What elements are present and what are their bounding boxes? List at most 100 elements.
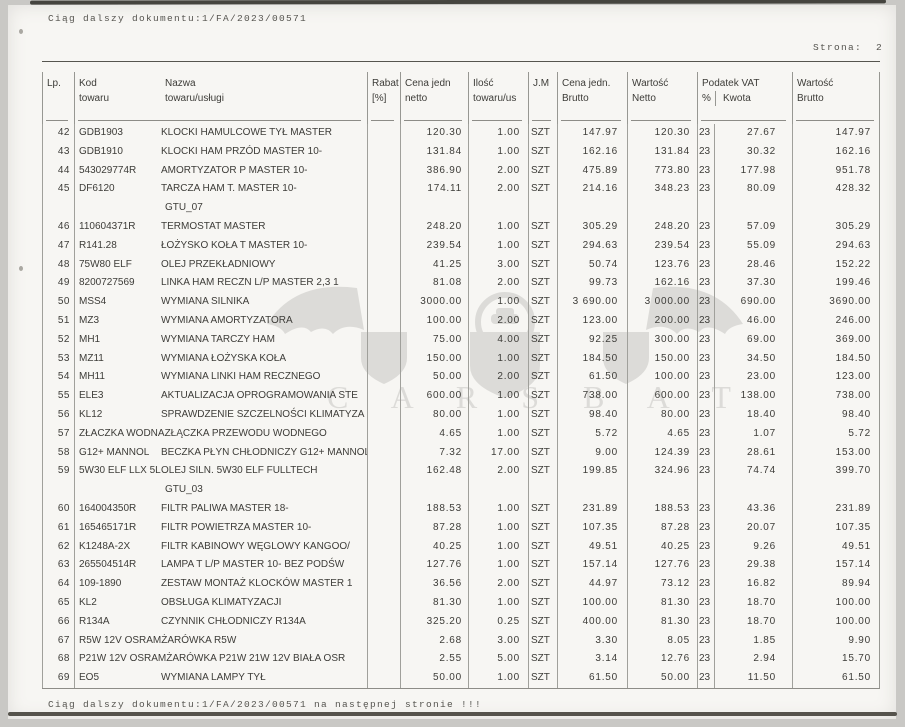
item-code: 75W80 ELF <box>79 258 132 270</box>
cell-vat-kwota: 1.07 <box>714 424 792 444</box>
cell-wartosc-netto: 200.00 <box>627 311 697 331</box>
cell-cena-jedn-brutto: 5.72 <box>557 424 627 444</box>
item-code: ELE3 <box>79 390 104 402</box>
cell-cena-jedn-brutto: 99.73 <box>557 274 627 294</box>
cell-kod-nazwa: MZ11 WYMIANA ŁOŻYSKA KOŁA <box>74 349 367 369</box>
cell-ilosc: 5.00 <box>468 650 528 670</box>
cell-rabat <box>367 311 400 331</box>
item-name: OLEJ PRZEKŁADNIOWY <box>161 258 276 270</box>
cell-kod-nazwa: K1248A-2X FILTR KABINOWY WĘGLOWY KANGOO/ <box>74 537 367 557</box>
cell-wartosc-brutto: 305.29 <box>792 217 880 237</box>
cell-kod-nazwa: R134A CZYNNIK CHŁODNICZY R134A <box>74 612 367 632</box>
item-name: OLEJ SILN. 5W30 ELF FULLTECH <box>161 465 318 477</box>
item-code: 8200727569 <box>79 277 135 289</box>
cell-wartosc-netto: 348.23 <box>627 180 697 218</box>
cell-wartosc-netto: 127.76 <box>627 556 697 576</box>
item-code: R134A <box>79 615 110 627</box>
cell-kod-nazwa: MH1 WYMIANA TARCZY HAM <box>74 330 367 350</box>
cell-lp: 42 <box>42 124 74 143</box>
table-row: 49 8200727569 LINKA HAM RECZN L/P MASTER 2… <box>42 274 880 294</box>
cell-cena-jedn-netto: 50.00 <box>400 368 468 388</box>
cell-ilosc: 2.00 <box>468 368 528 388</box>
cell-wartosc-brutto: 162.16 <box>792 142 880 162</box>
item-name-continuation: GTU_03 <box>165 484 203 496</box>
cell-wartosc-brutto: 199.46 <box>792 274 880 294</box>
cell-rabat <box>367 142 400 162</box>
cell-jm: SZT <box>528 293 557 312</box>
cell-vat-procent: 23 <box>697 462 714 500</box>
scan-artifact <box>19 29 23 34</box>
table-row: 61 165465171R FILTR POWIETRZA MASTER 10- 87… <box>42 518 879 538</box>
cell-cena-jedn-netto: 120.30 <box>400 124 468 143</box>
cell-lp: 65 <box>42 593 74 613</box>
col-header-lp: Lp. <box>42 72 74 124</box>
table-row: 62 K1248A-2X FILTR KABINOWY WĘGLOWY KANGOO… <box>42 537 879 557</box>
cell-kod-nazwa: G12+ MANNOL BECZKA PŁYN CHŁODNICZY G12+ M… <box>74 443 367 463</box>
cell-rabat <box>367 349 400 369</box>
cell-cena-jedn-netto: 188.53 <box>400 499 468 519</box>
cell-vat-procent: 23 <box>697 575 714 594</box>
cell-cena-jedn-brutto: 3.14 <box>557 650 627 670</box>
cell-wartosc-netto: 100.00 <box>627 368 697 388</box>
cell-vat-procent: 23 <box>697 142 714 162</box>
cell-cena-jedn-brutto: 3.30 <box>557 631 627 651</box>
cell-vat-kwota: 11.50 <box>714 669 792 688</box>
cell-vat-kwota: 29.38 <box>714 556 792 576</box>
cell-vat-kwota: 18.40 <box>714 405 792 425</box>
cell-jm: SZT <box>528 349 557 369</box>
header-divider <box>42 61 880 62</box>
cell-ilosc: 1.00 <box>468 593 528 613</box>
cell-wartosc-netto: 50.00 <box>627 669 697 688</box>
cell-vat-procent: 23 <box>697 161 714 181</box>
item-code: R141.28 <box>79 239 117 251</box>
cell-vat-procent: 23 <box>697 368 714 388</box>
cell-vat-kwota: 80.09 <box>714 180 792 218</box>
cell-jm: SZT <box>528 650 557 670</box>
cell-kod-nazwa: 543029774R AMORTYZATOR P MASTER 10- <box>74 161 367 181</box>
table-row: 42 GDB1903 KLOCKI HAMULCOWE TYŁ MASTER 120.… <box>42 124 879 143</box>
scan-artifact <box>19 266 23 271</box>
table-row: 48 75W80 ELF OLEJ PRZEKŁADNIOWY 41.25 3.00 SZ… <box>42 255 879 275</box>
item-name: WYMIANA LINKI HAM RECZNEGO <box>161 371 321 383</box>
cell-kod-nazwa: 110604371R TERMOSTAT MASTER <box>74 217 367 237</box>
item-code: 5W30 ELF LLX 5L <box>79 465 161 477</box>
item-code: 543029774R <box>79 164 137 176</box>
cell-kod-nazwa: R141.28 ŁOŻYSKO KOŁA T MASTER 10- <box>74 236 367 256</box>
cell-rabat <box>367 669 400 688</box>
cell-vat-procent: 23 <box>697 387 714 406</box>
cell-lp: 53 <box>42 349 74 369</box>
cell-cena-jedn-netto: 174.11 <box>400 180 468 218</box>
cell-wartosc-netto: 239.54 <box>627 236 697 256</box>
cell-ilosc: 1.00 <box>468 499 528 519</box>
cell-rabat <box>367 575 400 594</box>
cell-jm: SZT <box>528 387 557 406</box>
cell-vat-kwota: 43.36 <box>714 499 792 519</box>
cell-cena-jedn-brutto: 50.74 <box>557 255 627 275</box>
cell-vat-kwota: 177.98 <box>714 161 792 181</box>
item-name: FILTR KABINOWY WĘGLOWY KANGOO/ <box>161 540 350 552</box>
cell-cena-jedn-netto: 40.25 <box>400 537 468 557</box>
cell-kod-nazwa: 8200727569 LINKA HAM RECZN L/P MASTER 2,3… <box>74 274 367 294</box>
cell-cena-jedn-netto: 150.00 <box>400 349 468 369</box>
cell-wartosc-netto: 4.65 <box>627 424 697 444</box>
col-header-kod-nazwa: Kod towaru Nazwa towaru/usługi <box>74 72 367 124</box>
cell-lp: 47 <box>42 236 74 256</box>
cell-kod-nazwa: 165465171R FILTR POWIETRZA MASTER 10- <box>74 518 367 538</box>
table-row: 64 109-1890 ZESTAW MONTAŻ KLOCKÓW MASTER 1… <box>42 575 879 594</box>
cell-wartosc-netto: 324.96 <box>627 462 697 500</box>
cell-vat-procent: 23 <box>697 349 714 369</box>
cell-vat-kwota: 37.30 <box>714 274 792 294</box>
cell-ilosc: 1.00 <box>468 236 528 256</box>
cell-lp: 46 <box>42 217 74 237</box>
cell-cena-jedn-brutto: 3 690.00 <box>557 293 627 312</box>
item-code: ZŁACZKA WODNA <box>79 427 165 439</box>
item-code: 109-1890 <box>79 578 122 590</box>
cell-rabat <box>367 124 400 143</box>
cell-cena-jedn-netto: 386.90 <box>400 161 468 181</box>
item-code: KL2 <box>79 596 97 608</box>
cell-kod-nazwa: DF6120 TARCZA HAM T. MASTER 10- GTU_07 <box>74 180 367 218</box>
col-header-rabat: Rabat [%] <box>367 72 400 124</box>
table-row: 56 KL12 SPRAWDZENIE SZCZELNOŚCI KLIMATYZA 8… <box>42 405 879 425</box>
item-name: AKTUALIZACJA OPROGRAMOWANIA STE <box>161 390 358 402</box>
cell-vat-procent: 23 <box>697 236 714 256</box>
